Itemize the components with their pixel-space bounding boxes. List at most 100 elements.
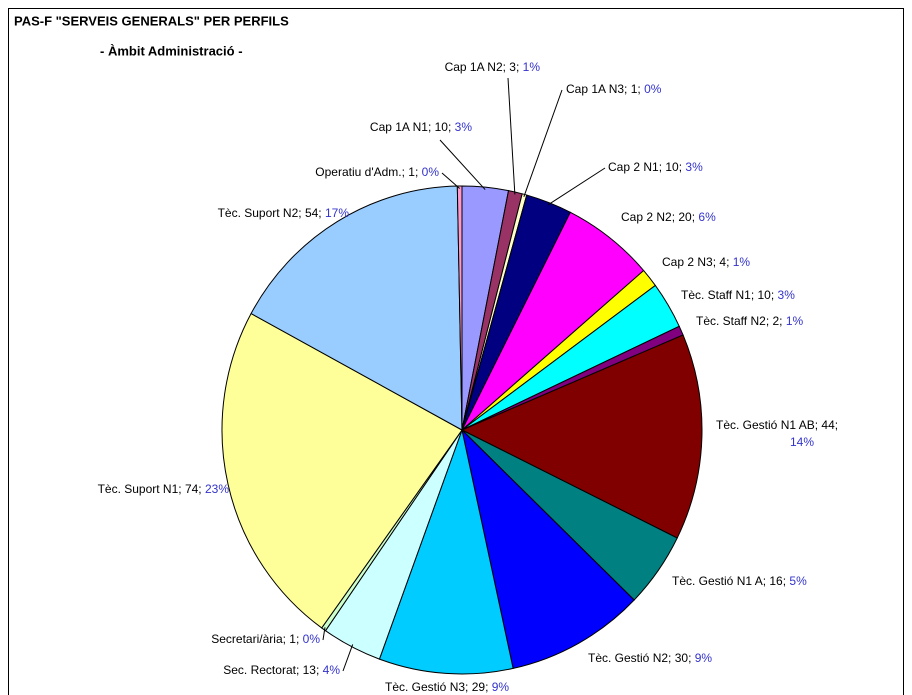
label-name: Tèc. Gestió N1 AB	[716, 418, 815, 432]
slice-label: Tèc. Gestió N2; 30; 9%	[588, 651, 712, 665]
label-name: Operatiu d'Adm.	[315, 165, 401, 179]
label-separator: ;	[428, 120, 435, 134]
label-percent: 0%	[422, 165, 440, 179]
leader-line	[322, 627, 326, 641]
label-name: Cap 1A N1	[370, 120, 428, 134]
slice-label: Cap 1A N2; 3; 1%	[445, 60, 541, 74]
label-name: Cap 2 N2	[621, 210, 672, 224]
label-value: 10	[757, 288, 771, 302]
pie-slice	[461, 428, 635, 669]
label-name: Tèc. Staff N2	[696, 314, 766, 328]
leader-line	[441, 172, 461, 189]
label-separator: ;	[771, 288, 778, 302]
slice-label: Cap 1A N3; 1; 0%	[566, 82, 662, 96]
label-percent: 23%	[205, 482, 229, 496]
slice-label: Operatiu d'Adm.; 1; 0%	[315, 165, 439, 179]
slice-label: Tèc. Gestió N3; 29; 9%	[385, 680, 509, 694]
label-name: Secretari/ària	[211, 632, 283, 646]
label-value: 74	[185, 482, 199, 496]
label-separator: ;	[503, 60, 510, 74]
label-separator: ;	[296, 632, 303, 646]
label-name: Tèc. Gestió N3	[385, 680, 465, 694]
label-percent: 4%	[323, 663, 341, 677]
label-value: 10	[665, 160, 679, 174]
label-separator: ;	[624, 82, 631, 96]
label-percent: 1%	[786, 314, 804, 328]
label-separator: ;	[835, 418, 842, 432]
label-percent: 0%	[644, 82, 662, 96]
label-value: 1	[631, 82, 638, 96]
label-separator: ;	[178, 482, 185, 496]
chart-border	[8, 8, 904, 695]
label-value: 44	[821, 418, 835, 432]
chart-subtitle: - Àmbit Administració -	[100, 43, 243, 58]
label-separator: ;	[659, 160, 666, 174]
pie-slice	[378, 428, 514, 675]
label-separator: ;	[316, 663, 323, 677]
slice-label: Cap 2 N3; 4; 1%	[662, 255, 750, 269]
label-percent: 1%	[523, 60, 541, 74]
slice-label: Tèc. Suport N1; 74; 23%	[98, 482, 230, 496]
label-value: 10	[435, 120, 449, 134]
label-name: Cap 2 N1	[608, 160, 659, 174]
label-value: 4	[719, 255, 726, 269]
label-value: 54	[305, 206, 319, 220]
slice-label: Sec. Rectorat; 13; 4%	[223, 663, 340, 677]
chart-title: PAS-F "SERVEIS GENERALS" PER PERFILS	[14, 13, 289, 28]
label-value: 20	[678, 210, 692, 224]
label-value: 13	[303, 663, 317, 677]
slice-label: Tèc. Suport N2; 54; 17%	[218, 206, 350, 220]
label-separator: ;	[783, 574, 790, 588]
label-separator: ;	[465, 680, 472, 694]
label-name: Cap 2 N3	[662, 255, 713, 269]
label-separator: ;	[763, 574, 770, 588]
leader-line	[547, 167, 606, 206]
label-value: 30	[675, 651, 689, 665]
label-percent: 1%	[733, 255, 751, 269]
label-separator: ;	[726, 255, 733, 269]
label-separator: ;	[283, 632, 290, 646]
leader-line	[507, 77, 516, 195]
label-separator: ;	[779, 314, 786, 328]
leader-line	[342, 644, 354, 672]
label-value: 1	[408, 165, 415, 179]
label-separator: ;	[516, 60, 523, 74]
label-separator: ;	[668, 651, 675, 665]
label-separator: ;	[672, 210, 679, 224]
label-name: Cap 1A N3	[566, 82, 624, 96]
label-separator: ;	[415, 165, 422, 179]
slice-label: Cap 1A N1; 10; 3%	[370, 120, 472, 134]
label-separator: ;	[448, 120, 455, 134]
label-separator: ;	[713, 255, 720, 269]
leader-line	[523, 89, 563, 197]
label-percent: 3%	[778, 288, 796, 302]
slice-label: Secretari/ària; 1; 0%	[211, 632, 320, 646]
pie-slice	[221, 312, 463, 629]
pie-slice	[460, 334, 703, 539]
label-separator: ;	[679, 160, 686, 174]
label-name: Cap 1A N2	[445, 60, 503, 74]
label-name: Tèc. Staff N1	[681, 288, 751, 302]
label-percent: 6%	[698, 210, 716, 224]
label-separator: ;	[751, 288, 758, 302]
label-percent: 17%	[325, 206, 349, 220]
slice-label: Cap 2 N2; 20; 6%	[621, 210, 716, 224]
label-separator: ;	[402, 165, 409, 179]
pie-slice	[250, 185, 463, 431]
label-value: 16	[769, 574, 783, 588]
label-separator: ;	[688, 651, 695, 665]
leader-line	[439, 139, 486, 190]
label-percent: 0%	[303, 632, 321, 646]
slice-label: Tèc. Staff N1; 10; 3%	[681, 288, 795, 302]
label-percent: 5%	[789, 574, 807, 588]
slice-label: Tèc. Gestió N1 AB; 44; 14%	[716, 418, 841, 449]
label-separator: ;	[198, 482, 205, 496]
label-name: Tèc. Gestió N2	[588, 651, 668, 665]
label-percent: 3%	[455, 120, 473, 134]
label-separator: ;	[318, 206, 325, 220]
label-separator: ;	[766, 314, 773, 328]
label-percent: 9%	[492, 680, 510, 694]
slice-label: Tèc. Gestió N1 A; 16; 5%	[672, 574, 807, 588]
label-name: Tèc. Suport N2	[218, 206, 299, 220]
